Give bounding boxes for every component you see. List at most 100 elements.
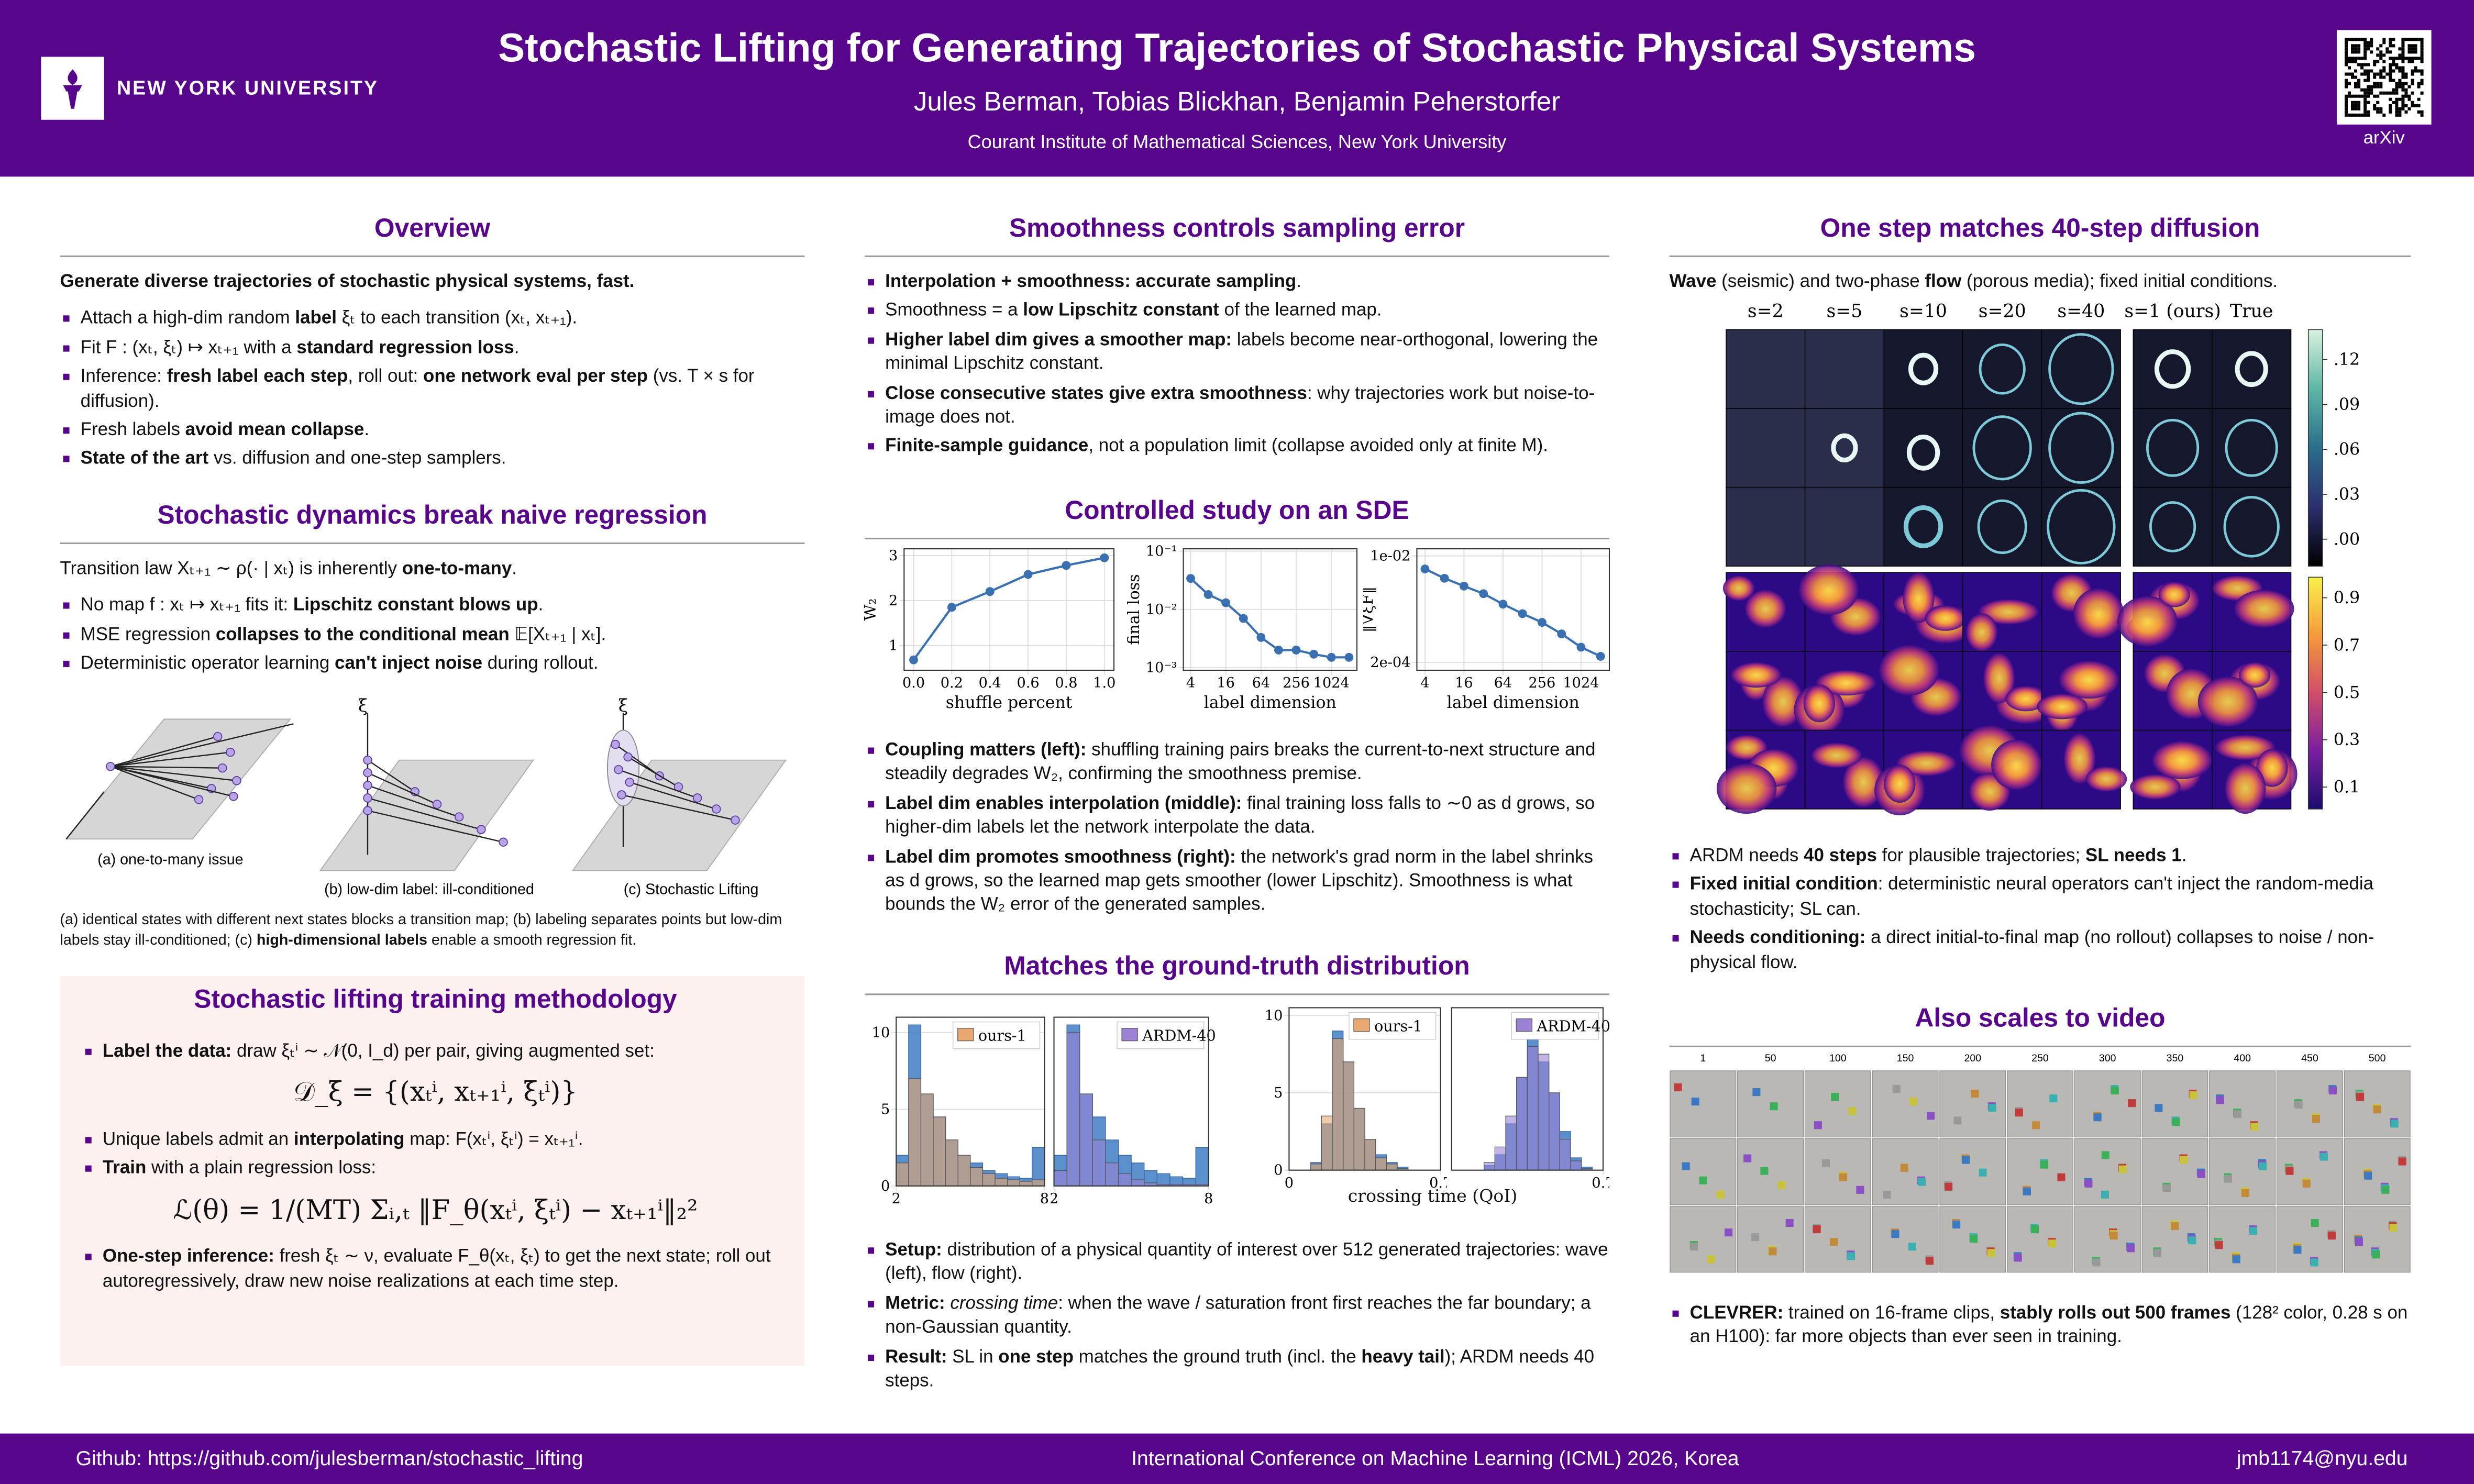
object bbox=[1962, 1156, 1970, 1164]
qr-module bbox=[2392, 38, 2395, 41]
flow-blob bbox=[2197, 677, 2258, 727]
object bbox=[2197, 1170, 2205, 1178]
marker bbox=[1023, 570, 1033, 579]
object bbox=[2356, 1093, 2365, 1101]
flow-blob bbox=[1803, 684, 1835, 723]
marker bbox=[1479, 589, 1488, 599]
object bbox=[2398, 1157, 2406, 1166]
bullet-list: Attach a high-dim random label ξₜ to eac… bbox=[60, 306, 804, 471]
qr-module bbox=[2414, 44, 2417, 48]
qr-module bbox=[2357, 82, 2361, 85]
qr-module bbox=[2373, 107, 2377, 110]
github-link[interactable]: Github: https://github.com/julesberman/s… bbox=[75, 1446, 583, 1470]
x-tick-label: 1024 bbox=[1313, 675, 1350, 691]
legend-label: ARDM-40 bbox=[1142, 1027, 1215, 1045]
qr-label: arXiv bbox=[2363, 129, 2405, 149]
arrow-line bbox=[110, 766, 237, 781]
sample-grid: s=2 s=5 s=10 s=20 s=40 s=1 (ours) True .12 .09 .0… bbox=[1716, 301, 2360, 816]
arrow-line bbox=[621, 794, 736, 821]
flow-blob bbox=[2130, 774, 2181, 800]
bold-run: Coupling matters (left): bbox=[885, 739, 1087, 760]
qr-module bbox=[2404, 110, 2408, 114]
header: NEW YORK UNIVERSITY Stochastic Lifting f… bbox=[0, 0, 2474, 177]
flow-blob bbox=[2158, 582, 2190, 607]
bold-run: SL needs 1 bbox=[2085, 845, 2182, 866]
point bbox=[625, 778, 634, 787]
wave-cell bbox=[1962, 329, 2042, 409]
axes-frame bbox=[1416, 548, 1610, 671]
qr-module bbox=[2354, 38, 2358, 41]
point bbox=[363, 806, 372, 815]
legend-swatch bbox=[1516, 1018, 1532, 1032]
equation: ℒ(θ) = 1/(MT) Σᵢ,ₜ ‖F_θ(xₜⁱ, ξₜⁱ) − xₜ₊₁… bbox=[173, 1195, 698, 1227]
qr-module bbox=[2417, 110, 2421, 114]
chart: 2 8 0 5 10 ours-1 bbox=[872, 1016, 1049, 1207]
qr-module bbox=[2351, 57, 2355, 60]
flow-blob bbox=[2005, 686, 2047, 712]
object bbox=[1777, 1181, 1786, 1189]
colorbar-tick-label: 0.9 bbox=[2334, 589, 2360, 607]
arrow-line bbox=[367, 759, 416, 792]
object bbox=[2014, 1254, 2022, 1262]
axes-frame bbox=[1183, 548, 1358, 671]
study-bullets: Coupling matters (left): shuffling train… bbox=[865, 738, 1609, 922]
text-run: : why trajectories work but noise-to-ima… bbox=[885, 382, 1595, 428]
section-title: Also scales to video bbox=[1669, 1003, 2411, 1047]
object bbox=[1892, 1085, 1901, 1093]
qr-module bbox=[2379, 75, 2383, 79]
video-frame bbox=[1939, 1138, 2006, 1205]
qr-module bbox=[2407, 60, 2411, 63]
video-frame bbox=[2141, 1070, 2208, 1138]
text-run: Fit F : (xₜ, ξₜ) ↦ xₜ₊₁ with a bbox=[80, 337, 297, 358]
point bbox=[106, 761, 115, 771]
bullet: Unique labels admit an interpolating map… bbox=[82, 1127, 789, 1151]
marker bbox=[909, 655, 918, 665]
text-run: , not a population limit (collapse avoid… bbox=[1088, 436, 1548, 457]
object bbox=[2259, 1162, 2267, 1170]
wave-front bbox=[1972, 415, 2032, 481]
qr-module bbox=[2407, 50, 2411, 54]
x-tick-label: 0.2 bbox=[941, 675, 963, 691]
wave-front bbox=[2154, 349, 2191, 389]
nyu-logo bbox=[41, 57, 104, 120]
y-tick-label: 1 bbox=[889, 638, 898, 654]
text-run: (seismic) and two-phase bbox=[1716, 271, 1925, 292]
object bbox=[1829, 1238, 1838, 1246]
video-frame bbox=[2209, 1070, 2276, 1138]
object bbox=[1716, 1190, 1725, 1199]
qr-module bbox=[2360, 88, 2364, 92]
text-run: Attach a high-dim random bbox=[80, 308, 295, 329]
qr-module bbox=[2398, 69, 2402, 73]
flow-blob bbox=[1811, 743, 1862, 768]
qr-module bbox=[2357, 94, 2361, 98]
qr-module bbox=[2376, 101, 2380, 104]
qr-module bbox=[2379, 57, 2383, 60]
text-run: . bbox=[538, 595, 544, 616]
qr-module bbox=[2392, 88, 2395, 92]
email[interactable]: jmb1174@nyu.edu bbox=[2236, 1446, 2408, 1470]
qr-module bbox=[2344, 38, 2348, 41]
section-title: Stochastic dynamics break naive regressi… bbox=[60, 500, 805, 544]
wave-front bbox=[1906, 435, 1940, 471]
point bbox=[213, 732, 223, 741]
qr-module bbox=[2357, 47, 2361, 51]
qr-module bbox=[2404, 94, 2408, 98]
text-run: of the learned map. bbox=[1219, 300, 1382, 321]
flow-blob bbox=[2215, 735, 2276, 760]
qr-code[interactable] bbox=[2336, 30, 2432, 125]
bold-run: one network eval per step bbox=[423, 366, 648, 387]
colorbar bbox=[2307, 577, 2323, 810]
histogram-bar bbox=[1549, 1092, 1560, 1171]
qr-module bbox=[2373, 63, 2377, 67]
flow-blob bbox=[1816, 670, 1876, 696]
qr-module bbox=[2414, 69, 2417, 73]
frame-label: 300 bbox=[2099, 1053, 2116, 1064]
axes-frame bbox=[1451, 1007, 1604, 1171]
qr-module bbox=[2379, 72, 2383, 76]
column-label: s=5 bbox=[1827, 301, 1863, 322]
histogram-bar bbox=[1105, 1162, 1119, 1187]
qr-module bbox=[2398, 47, 2402, 51]
qr-module bbox=[2363, 94, 2367, 98]
wave-cell bbox=[1883, 408, 1963, 488]
object bbox=[2389, 1224, 2398, 1232]
